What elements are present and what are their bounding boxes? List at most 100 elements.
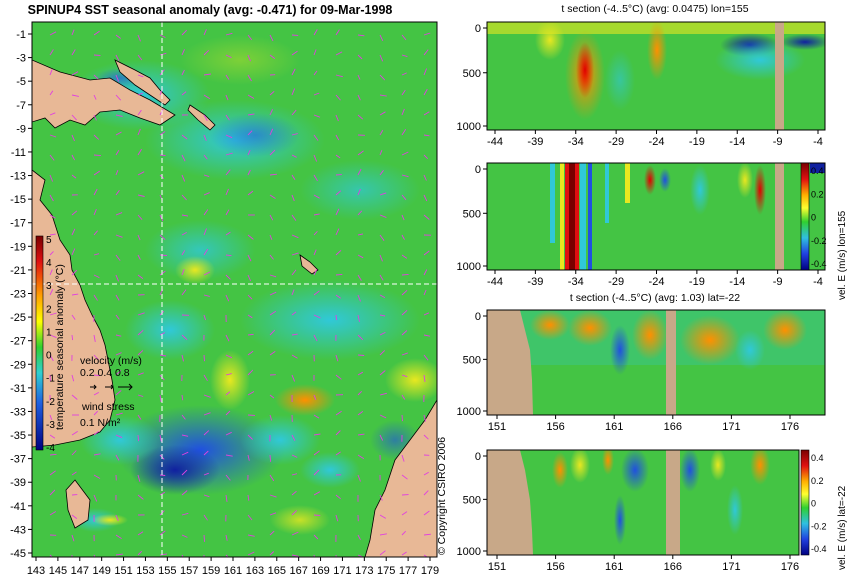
velocity-vector: [269, 329, 276, 336]
velocity-vector: [203, 494, 210, 498]
panel-0-x-tick-label: -9: [773, 136, 783, 148]
velocity-vector: [93, 274, 100, 279]
velocity-vector: [335, 190, 342, 196]
velocity-vector: [159, 394, 162, 402]
velocity-vector: [49, 312, 57, 316]
velocity-vector: [93, 74, 99, 80]
map-y-tick-label: -17: [10, 218, 26, 230]
velocity-vector: [313, 534, 319, 540]
velocity-vector: [379, 350, 386, 356]
velocity-vector: [335, 514, 339, 522]
map-y-tick-label: -33: [10, 406, 26, 418]
velocity-vector: [137, 254, 141, 260]
velocity-vector: [291, 311, 297, 316]
velocity-vector: [313, 174, 318, 182]
velocity-vector: [379, 214, 387, 218]
velocity-vector: [115, 534, 122, 539]
velocity-vector: [313, 469, 320, 476]
velocity-vector: [401, 394, 406, 400]
velocity-vector: [159, 234, 166, 241]
map-x-tick-label: 143: [27, 565, 45, 577]
velocity-vector: [203, 374, 208, 382]
velocity-vector: [291, 354, 298, 359]
velocity-vector: [115, 412, 123, 416]
velocity-vector: [71, 471, 77, 476]
velocity-vector: [115, 352, 122, 356]
velocity-vector: [159, 354, 167, 357]
velocity-vector: [335, 354, 339, 362]
velocity-vector: [247, 350, 254, 356]
velocity-vector: [335, 249, 342, 256]
velocity-vector: [247, 74, 252, 82]
velocity-vector: [225, 474, 231, 481]
velocity-vector: [181, 469, 188, 476]
velocity-vector: [137, 550, 143, 556]
velocity-vector: [225, 294, 230, 302]
panel-3-x-tick-label: 166: [664, 561, 682, 573]
velocity-vector: [423, 49, 429, 56]
panel-1-x-tick-label: -44: [487, 276, 503, 288]
velocity-vector: [291, 289, 295, 296]
velocity-vector: [357, 254, 364, 259]
velocity-vector: [291, 252, 299, 256]
map-y-tick-label: -25: [10, 312, 26, 324]
map-x-tick-label: 161: [224, 565, 242, 577]
velocity-vector: [379, 274, 384, 281]
velocity-vector: [247, 234, 254, 240]
velocity-vector: [115, 114, 123, 117]
velocity-vector: [335, 134, 340, 141]
velocity-vector: [159, 52, 167, 56]
map-x-tick-label: 175: [377, 565, 395, 577]
velocity-vector: [203, 49, 210, 56]
panel-1-y-tick-label: 500: [463, 208, 481, 220]
velocity-vector: [203, 450, 209, 456]
velocity-vector: [93, 209, 97, 216]
map-y-tick-label: -39: [10, 477, 26, 489]
map-x-tick-label: 155: [158, 565, 176, 577]
map-y-ticks: -1 -3 -5 -7 -9 -11 -13 -15 -17 -19 -21 -23 -25 -27 -29…: [10, 29, 32, 560]
map-y-tick-label: -3: [16, 53, 26, 65]
velocity-vector: [225, 494, 228, 502]
map-y-tick-label: -13: [10, 171, 26, 183]
velocity-vector: [401, 128, 407, 136]
anomaly-patches: [70, 35, 437, 557]
velocity-vector: [423, 414, 426, 422]
velocity-vector: [93, 30, 100, 36]
velocity-vector: [247, 254, 252, 262]
velocity-vector: [423, 312, 430, 316]
velocity-vector: [291, 374, 296, 382]
map-y-tick-label: -7: [16, 100, 26, 112]
panel-3-colorbar-tick: -0.4: [811, 544, 827, 554]
velocity-vector: [115, 370, 122, 376]
velocity-vector: [379, 234, 385, 241]
velocity-vector: [49, 453, 57, 456]
velocity-vector: [357, 454, 365, 460]
velocity-vector: [137, 74, 144, 78]
velocity-vector: [203, 430, 210, 436]
velocity-vector: [225, 534, 228, 541]
panel-1-side-label: vel. E (m/s) lon=155: [837, 210, 848, 300]
velocity-vector: [181, 250, 186, 256]
velocity-vector: [137, 312, 145, 316]
velocity-vector: [269, 234, 273, 240]
velocity-vector: [313, 194, 320, 199]
velocity-vector: [291, 109, 297, 116]
map-colorbar-tick: -2: [46, 397, 55, 408]
velocity-vector: [49, 134, 57, 138]
velocity-vector: [137, 214, 143, 220]
velocity-vector: [93, 410, 99, 416]
velocity-vector: [181, 232, 187, 236]
velocity-vector: [401, 414, 403, 422]
velocity-vector: [401, 289, 408, 296]
velocity-vector: [269, 494, 277, 498]
map-x-tick-label: 171: [333, 565, 351, 577]
velocity-vector: [313, 230, 318, 236]
velocity-vector: [225, 94, 229, 101]
velocity-vector: [71, 248, 76, 256]
velocity-vector: [225, 134, 233, 139]
map-x-tick-label: 151: [114, 565, 132, 577]
velocity-vector: [115, 390, 122, 396]
velocity-vector: [181, 512, 189, 516]
velocity-vector: [181, 69, 185, 76]
velocity-vector: [49, 154, 55, 161]
